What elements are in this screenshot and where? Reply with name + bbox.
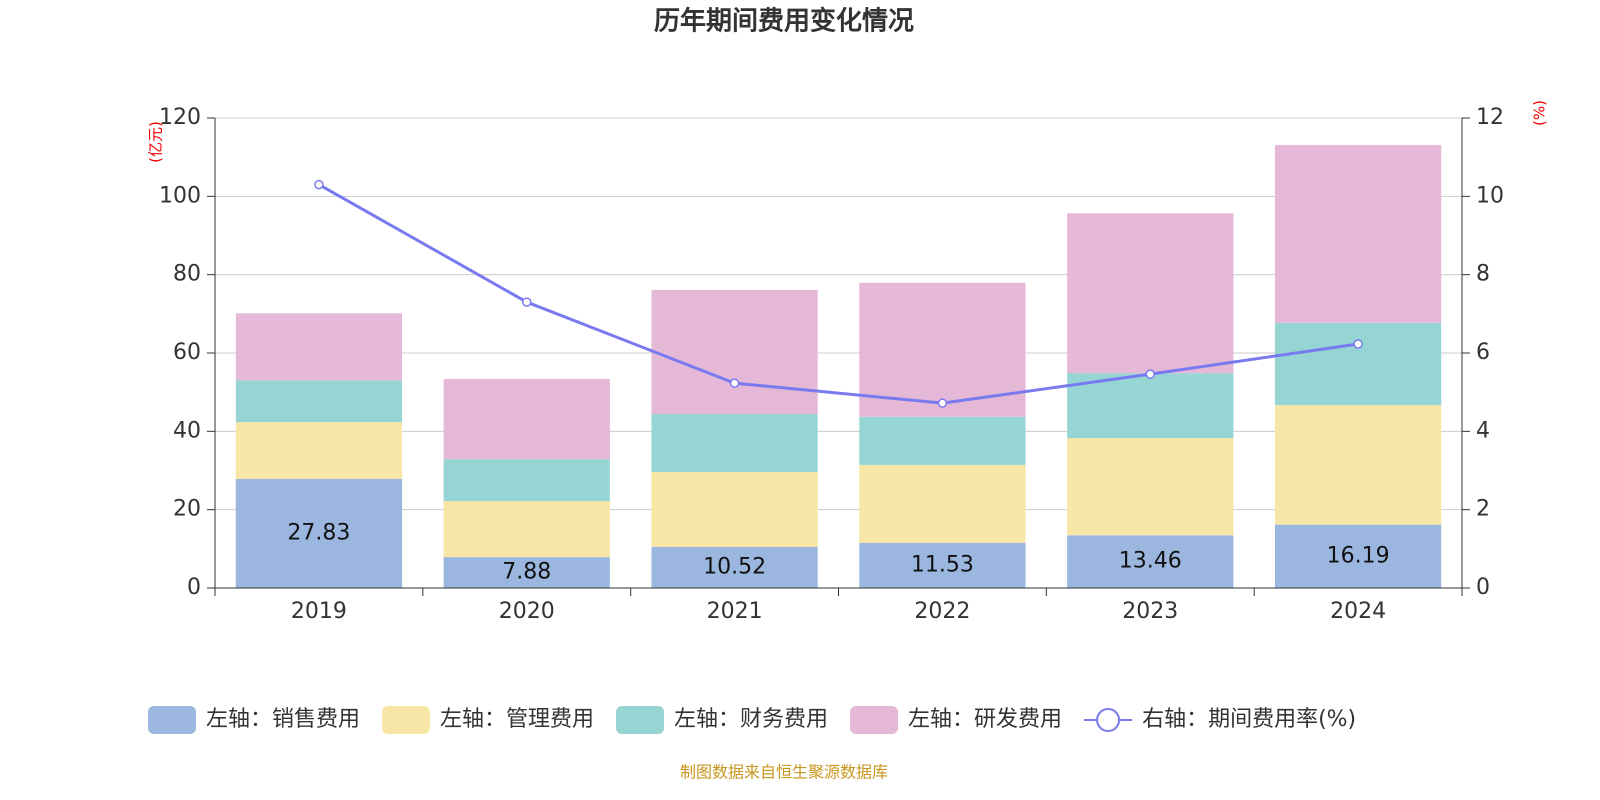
x-tick-label: 2020 — [499, 599, 555, 624]
bar-segment — [235, 380, 403, 423]
bar-segment — [859, 416, 1026, 465]
legend-swatch — [1096, 708, 1121, 732]
bar-segment — [651, 289, 818, 415]
legend-label: 左轴：销售费用 — [206, 707, 360, 732]
data-label: 7.88 — [502, 560, 551, 585]
y2-tick-label: 12 — [1476, 105, 1504, 130]
bar-segment — [1274, 145, 1442, 323]
bar-segment — [651, 414, 818, 472]
bar-segment — [859, 464, 1026, 543]
x-tick-label: 2024 — [1330, 599, 1386, 624]
y2-unit-label: (%) — [1531, 100, 1549, 126]
bar-segment — [235, 313, 403, 381]
legend-swatch — [148, 706, 196, 734]
x-tick-label: 2023 — [1122, 599, 1178, 624]
line-point — [937, 398, 948, 408]
legend-label: 左轴：管理费用 — [440, 707, 594, 732]
legend-label: 左轴：财务费用 — [674, 707, 828, 732]
bar-segment — [1274, 322, 1442, 406]
y2-tick-label: 0 — [1476, 575, 1490, 600]
line-point — [314, 179, 324, 190]
bar-segment — [651, 471, 818, 547]
chart-title: 历年期间费用变化情况 — [654, 6, 914, 37]
line-series — [318, 183, 1359, 405]
y2-tick-label: 10 — [1476, 183, 1504, 208]
bar-segment — [235, 422, 403, 479]
x-tick-label: 2019 — [291, 599, 347, 624]
line-point — [522, 297, 532, 307]
bar-segment — [443, 501, 610, 558]
legend-label: 左轴：研发费用 — [908, 707, 1062, 732]
line-point — [1353, 339, 1363, 349]
y-unit-label: (亿元) — [147, 121, 165, 163]
bar-segment — [1067, 438, 1234, 536]
y2-tick-label: 8 — [1476, 262, 1490, 287]
data-label: 27.83 — [287, 520, 350, 545]
legend-swatch — [850, 706, 899, 734]
legend-swatch — [616, 706, 665, 734]
y2-tick-label: 4 — [1476, 418, 1490, 443]
data-label: 10.52 — [703, 554, 766, 579]
bar-segment — [1274, 405, 1442, 525]
data-label: 11.53 — [911, 552, 974, 577]
x-tick-label: 2021 — [707, 599, 763, 624]
bar-segment — [1274, 524, 1442, 588]
data-label: 16.19 — [1327, 543, 1390, 568]
y-tick-label: 80 — [173, 262, 201, 287]
data-label: 13.46 — [1119, 549, 1182, 574]
source-note: 制图数据来自恒生聚源数据库 — [680, 763, 888, 782]
bar-segment — [235, 478, 403, 588]
y-tick-label: 100 — [159, 183, 201, 208]
legend-label: 右轴：期间费用率(%) — [1142, 707, 1356, 732]
y-tick-label: 120 — [159, 105, 201, 130]
y-tick-label: 40 — [173, 418, 201, 443]
bar-segment — [443, 378, 610, 460]
y-tick-label: 60 — [173, 340, 201, 365]
bar-segment — [859, 542, 1026, 588]
bar-segment — [1067, 213, 1234, 374]
bar-segment — [1067, 535, 1234, 588]
bar-segment — [443, 459, 610, 502]
y2-tick-label: 2 — [1476, 497, 1490, 522]
y-tick-label: 0 — [187, 575, 201, 600]
y-tick-label: 20 — [173, 497, 201, 522]
y2-tick-label: 6 — [1476, 340, 1490, 365]
bar-segment — [1067, 373, 1234, 439]
legend-swatch — [382, 706, 431, 734]
line-point — [729, 378, 740, 388]
bar-segment — [443, 557, 610, 588]
bar-segment — [651, 546, 818, 588]
x-tick-label: 2022 — [914, 599, 970, 624]
line-point — [1145, 369, 1155, 379]
